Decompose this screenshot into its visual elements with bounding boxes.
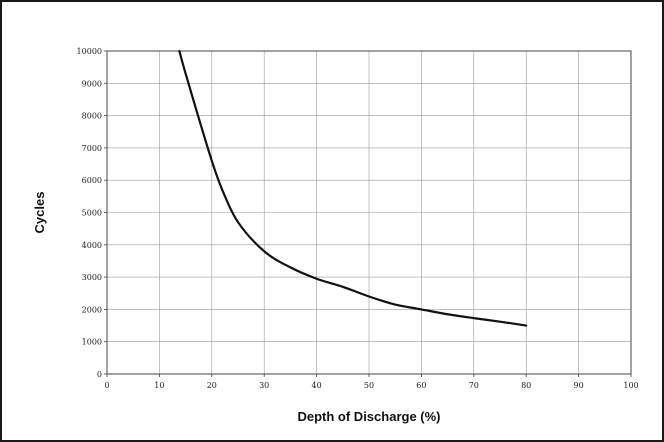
y-tick-label: 5000: [82, 209, 102, 218]
x-tick-label: 0: [104, 381, 109, 390]
y-tick-label: 7000: [82, 144, 102, 153]
x-axis-title: Depth of Discharge (%): [297, 409, 440, 424]
y-axis-title: Cycles: [32, 192, 47, 234]
x-tick-label: 50: [364, 381, 374, 390]
x-tick-label: 40: [312, 381, 322, 390]
x-tick-label: 100: [623, 381, 638, 390]
y-tick-label: 1000: [82, 338, 102, 347]
x-tick-label: 20: [207, 381, 217, 390]
y-tick-label: 4000: [82, 241, 102, 250]
x-tick-label: 90: [574, 381, 584, 390]
x-tick-label: 10: [154, 381, 164, 390]
y-tick-label: 6000: [82, 176, 102, 185]
grid: [106, 50, 632, 375]
y-tick-labels: 0 1000 2000 3000 4000 5000 6000 7000 8000 9000 100…: [77, 47, 107, 379]
y-tick-label: 2000: [82, 305, 102, 314]
y-tick-label: 10000: [77, 47, 102, 56]
x-tick-label: 60: [416, 381, 426, 390]
cycles-curve: [178, 49, 528, 327]
x-tick-label: 30: [259, 381, 269, 390]
x-tick-label: 80: [521, 381, 531, 390]
x-tick-label: 70: [469, 381, 479, 390]
y-tick-label: 8000: [82, 112, 102, 121]
y-tick-label: 3000: [82, 273, 102, 282]
x-tick-labels: 0 10 20 30 40 50 60 70 80 90 100: [104, 374, 639, 390]
y-tick-label: 9000: [82, 79, 102, 88]
y-tick-label: 0: [97, 370, 102, 379]
